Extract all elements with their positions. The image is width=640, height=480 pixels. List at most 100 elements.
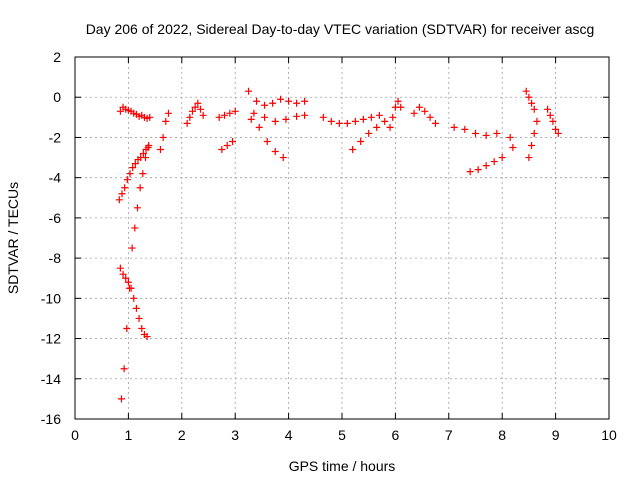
data-point <box>493 129 501 137</box>
data-point <box>131 224 139 232</box>
data-point <box>146 113 154 121</box>
data-point <box>116 107 124 115</box>
data-point <box>450 123 458 131</box>
data-point <box>194 99 202 107</box>
data-point <box>126 170 134 178</box>
series-seg7 <box>215 107 239 121</box>
data-point <box>183 119 191 127</box>
series-seg20 <box>525 117 541 162</box>
data-point <box>144 144 152 151</box>
data-point <box>293 99 301 107</box>
data-point <box>301 97 309 105</box>
x-tick-label: 9 <box>552 427 560 443</box>
data-point <box>386 123 394 131</box>
x-tick-label: 0 <box>71 427 79 443</box>
data-point <box>554 129 562 137</box>
x-tick-label: 8 <box>498 427 506 443</box>
data-point <box>426 113 434 121</box>
series-seg4 <box>117 144 152 403</box>
data-point <box>522 87 530 95</box>
series-seg14 <box>386 97 405 131</box>
data-point <box>349 146 357 154</box>
data-point <box>253 97 261 105</box>
series-seg12 <box>319 111 383 127</box>
data-point <box>159 133 167 141</box>
data-point <box>525 93 533 101</box>
data-point <box>164 109 172 117</box>
data-point <box>130 294 138 302</box>
data-point <box>466 168 474 176</box>
data-point <box>245 87 253 95</box>
data-point <box>128 244 136 252</box>
x-tick-label: 5 <box>338 427 346 443</box>
data-point <box>231 107 239 115</box>
data-point <box>343 119 351 127</box>
data-point <box>365 129 373 137</box>
data-point <box>120 365 128 373</box>
data-point <box>397 103 405 111</box>
data-point <box>250 109 258 117</box>
data-point <box>533 117 541 125</box>
data-point <box>223 141 231 149</box>
data-point <box>525 154 533 162</box>
data-point <box>121 184 129 192</box>
data-point <box>530 129 538 137</box>
data-point <box>357 137 365 145</box>
data-point <box>482 162 490 170</box>
data-point <box>122 274 130 282</box>
data-point <box>116 264 124 272</box>
data-point <box>431 119 439 127</box>
data-point <box>549 117 557 125</box>
data-point <box>261 101 269 109</box>
data-point <box>381 117 389 125</box>
data-point <box>271 148 279 156</box>
x-tick-label: 6 <box>392 427 400 443</box>
data-point <box>255 123 263 131</box>
data-point <box>375 111 383 119</box>
data-point <box>277 95 285 103</box>
data-point <box>132 304 140 312</box>
x-tick-label: 10 <box>601 427 617 443</box>
y-axis-label: SDTVAR / TECUs <box>5 182 21 294</box>
data-point <box>199 111 207 119</box>
data-point <box>226 109 234 117</box>
y-tick-label: -2 <box>49 129 62 145</box>
series-seg18 <box>506 133 517 151</box>
data-point <box>528 141 536 149</box>
chart-title: Day 206 of 2022, Sidereal Day-to-day VTE… <box>86 21 595 37</box>
grid <box>75 57 609 419</box>
data-point <box>351 117 359 125</box>
y-tick-label: -14 <box>41 371 61 387</box>
series-seg16 <box>450 123 501 139</box>
data-point <box>138 325 146 332</box>
data-point <box>373 123 381 131</box>
data-point <box>544 105 552 113</box>
data-point <box>490 158 498 166</box>
data-point <box>498 154 506 162</box>
data-point <box>269 99 277 107</box>
data-point <box>133 204 141 212</box>
data-point <box>261 113 269 121</box>
y-tick-label: 2 <box>53 49 61 65</box>
data-point <box>156 146 164 154</box>
series-seg11 <box>250 109 309 125</box>
data-point <box>301 111 309 119</box>
x-tick-label: 7 <box>445 427 453 443</box>
data-point <box>119 270 127 278</box>
data-point <box>218 146 226 154</box>
data-point <box>421 107 429 115</box>
data-point <box>528 99 536 107</box>
series-seg3 <box>116 264 151 341</box>
data-point <box>285 97 293 105</box>
series-seg21 <box>544 105 562 137</box>
data-point <box>271 117 279 125</box>
data-point <box>282 115 290 123</box>
y-tick-label: -6 <box>49 210 62 226</box>
series-seg17 <box>466 154 506 176</box>
data-point <box>124 278 132 286</box>
data-point <box>191 103 199 111</box>
data-point <box>188 107 196 115</box>
data-point <box>115 196 123 204</box>
data-points <box>115 87 562 403</box>
y-tick-label: -12 <box>41 331 61 347</box>
